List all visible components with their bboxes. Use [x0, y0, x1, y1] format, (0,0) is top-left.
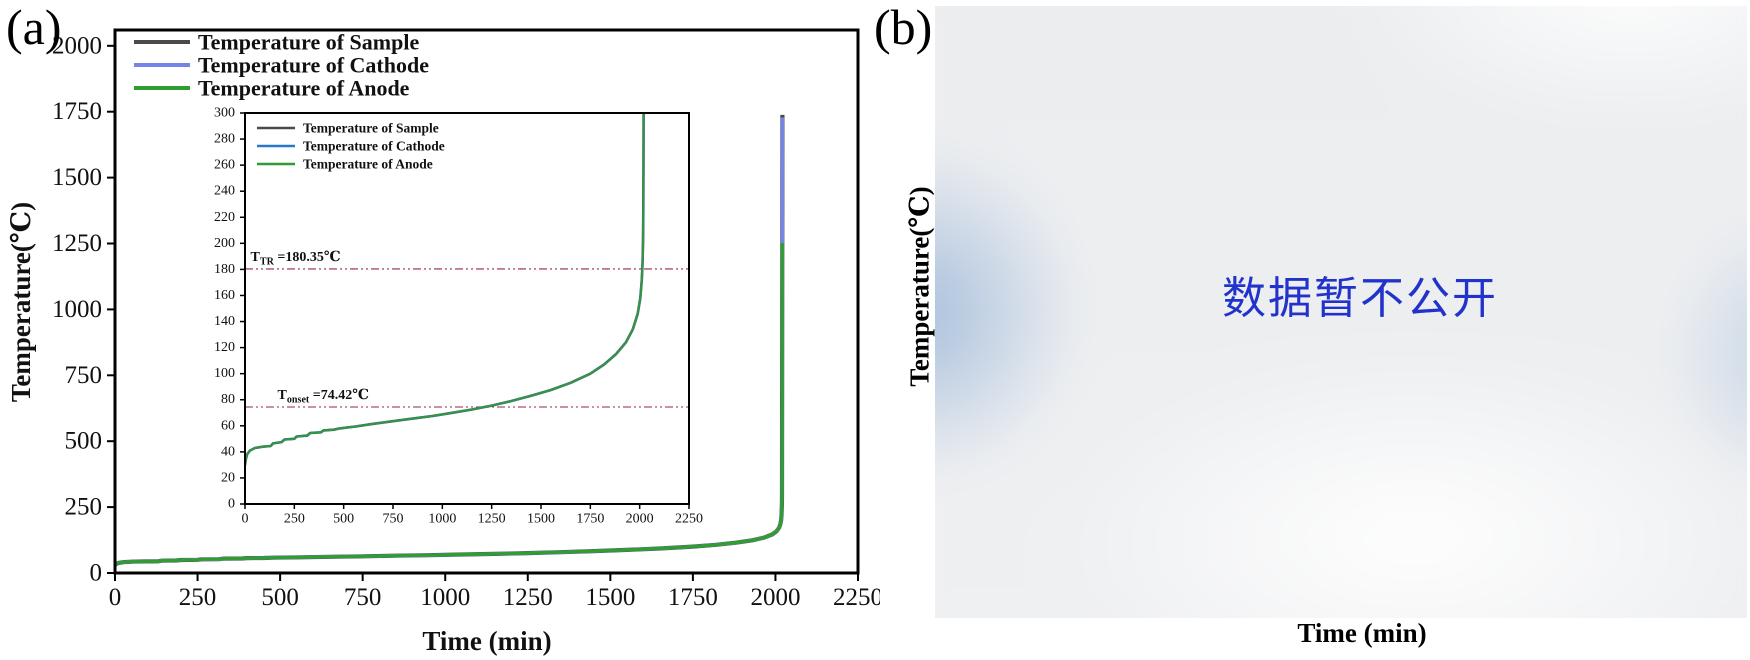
- svg-text:Temperature of Sample: Temperature of Sample: [303, 121, 439, 136]
- svg-text:750: 750: [344, 584, 382, 611]
- svg-text:1000: 1000: [52, 296, 102, 323]
- svg-text:140: 140: [214, 314, 235, 329]
- svg-text:200: 200: [214, 236, 235, 251]
- svg-text:2000: 2000: [626, 511, 654, 526]
- svg-text:Temperature of Anode: Temperature of Anode: [198, 76, 410, 101]
- svg-text:1250: 1250: [52, 230, 102, 257]
- svg-text:250: 250: [65, 494, 103, 521]
- svg-text:2250: 2250: [833, 584, 880, 611]
- svg-text:1500: 1500: [585, 584, 635, 611]
- panel-b-xlabel: Time (min): [1297, 618, 1427, 648]
- inset-temperature-chart: 0 250 500 750 1000 1250 1500 1750 2000 2250 0 20 40 6…: [214, 106, 703, 527]
- svg-text:2000: 2000: [52, 32, 102, 59]
- svg-text:Tonset =74.42℃: Tonset =74.42℃: [278, 388, 370, 406]
- svg-text:220: 220: [214, 210, 235, 225]
- svg-text:500: 500: [261, 584, 299, 611]
- svg-text:Temperature of Cathode: Temperature of Cathode: [303, 139, 445, 154]
- svg-text:240: 240: [214, 184, 235, 199]
- svg-text:0: 0: [228, 497, 235, 512]
- svg-text:750: 750: [383, 511, 404, 526]
- svg-text:1250: 1250: [478, 511, 506, 526]
- svg-text:1750: 1750: [668, 584, 718, 611]
- svg-text:1750: 1750: [52, 98, 102, 125]
- svg-text:TTR =180.35℃: TTR =180.35℃: [251, 250, 341, 268]
- panel-a: (a) 0 250 500 750 1000 1250 1500 1750 2000 2250 0 2…: [6, 0, 880, 656]
- svg-text:Temperature of Anode: Temperature of Anode: [303, 157, 433, 172]
- svg-text:80: 80: [221, 392, 235, 407]
- panel-a-label: (a): [6, 0, 62, 55]
- svg-text:Temperature of Cathode: Temperature of Cathode: [198, 53, 429, 78]
- svg-text:750: 750: [65, 362, 103, 389]
- svg-text:1500: 1500: [52, 164, 102, 191]
- svg-text:260: 260: [214, 158, 235, 173]
- svg-text:250: 250: [179, 584, 217, 611]
- svg-text:160: 160: [214, 288, 235, 303]
- svg-text:Temperature(℃): Temperature(℃): [6, 202, 36, 402]
- svg-text:0: 0: [242, 511, 249, 526]
- svg-text:300: 300: [214, 106, 235, 121]
- svg-text:120: 120: [214, 340, 235, 355]
- svg-text:280: 280: [214, 132, 235, 147]
- main-temperature-chart: 0 250 500 750 1000 1250 1500 1750 2000 2250025050…: [6, 28, 880, 656]
- confidential-watermark: 数据暂不公开: [1222, 274, 1498, 323]
- svg-text:2250: 2250: [675, 511, 703, 526]
- svg-text:0: 0: [109, 584, 122, 611]
- blurred-background: [935, 6, 1747, 618]
- svg-text:500: 500: [65, 428, 103, 455]
- svg-text:250: 250: [284, 511, 305, 526]
- svg-text:1000: 1000: [428, 511, 456, 526]
- svg-text:180: 180: [214, 262, 235, 277]
- panel-b-ylabel: Temperature(℃): [904, 186, 935, 387]
- svg-text:1000: 1000: [420, 584, 470, 611]
- svg-text:500: 500: [333, 511, 354, 526]
- svg-text:1250: 1250: [503, 584, 553, 611]
- svg-text:40: 40: [221, 444, 235, 459]
- svg-text:Temperature of Sample: Temperature of Sample: [198, 30, 419, 55]
- svg-text:Time (min): Time (min): [422, 626, 551, 656]
- svg-text:60: 60: [221, 418, 235, 433]
- svg-text:100: 100: [214, 366, 235, 381]
- panel-b-label: (b): [874, 0, 933, 55]
- svg-text:20: 20: [221, 470, 235, 485]
- svg-text:1750: 1750: [576, 511, 604, 526]
- panel-b: (b) Temperature(℃) 数据暂不公开 Time (min): [874, 0, 1750, 660]
- svg-text:0: 0: [90, 560, 103, 587]
- redacted-plot-area: [935, 6, 1747, 618]
- svg-text:1500: 1500: [527, 511, 555, 526]
- svg-text:2000: 2000: [750, 584, 800, 611]
